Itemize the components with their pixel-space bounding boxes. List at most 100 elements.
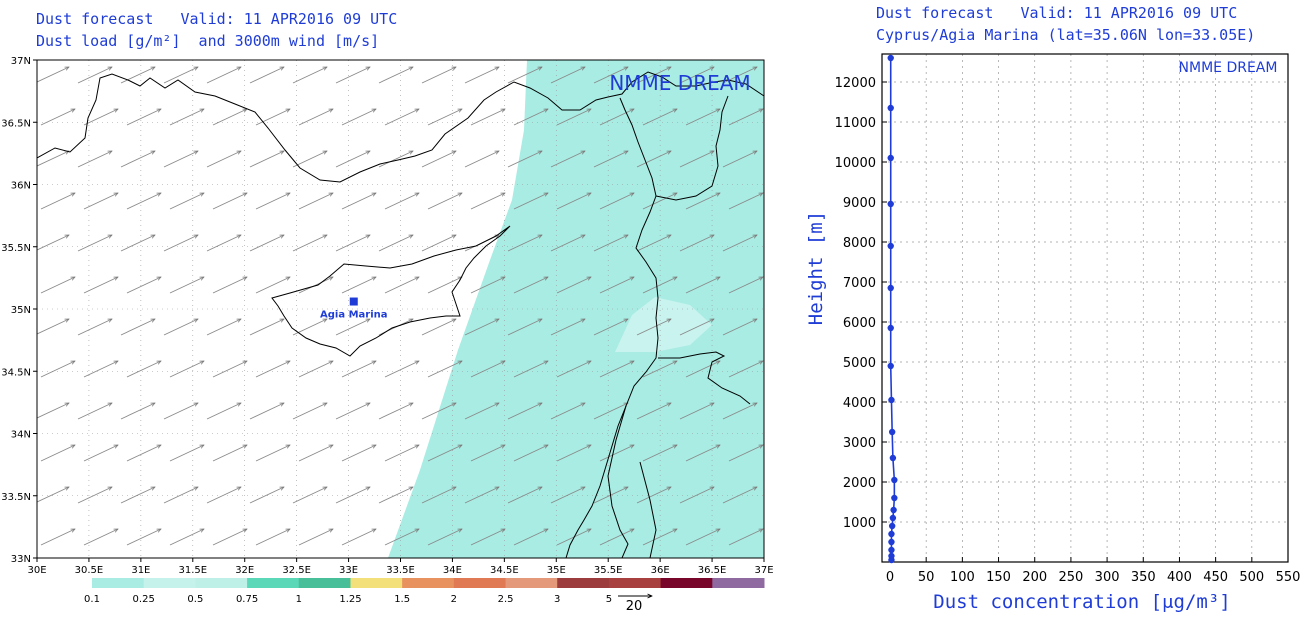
wind-arrow (83, 108, 118, 126)
wind-arrow (421, 402, 456, 420)
wind-arrow (341, 444, 376, 462)
map-title-line2: Dust load [g/m²] and 3000m wind [m/s] (36, 32, 380, 50)
wind-arrow (593, 234, 628, 252)
wind-arrow (427, 444, 462, 462)
wind-arrow (384, 360, 419, 378)
wind-arrow (427, 528, 462, 546)
wind-arrow (679, 234, 714, 252)
wind-arrow (556, 276, 591, 294)
profile-background (882, 54, 1288, 562)
wind-arrow (679, 402, 714, 420)
wind-arrow (341, 276, 376, 294)
wind-arrow (685, 360, 720, 378)
profile-point (887, 54, 894, 62)
wind-arrow (206, 486, 241, 504)
wind-arrow (427, 192, 462, 210)
profile-point (887, 200, 894, 208)
colorbar-segment (350, 578, 403, 588)
wind-arrow (77, 66, 112, 84)
profile-y-tick-label: 11000 (835, 116, 876, 131)
wind-arrow (212, 444, 247, 462)
wind-arrow (40, 192, 75, 210)
wind-arrow (556, 444, 591, 462)
profile-x-tick-label: 0 (886, 570, 894, 585)
wind-arrow (378, 234, 413, 252)
map-y-tick-label: 37N (11, 56, 31, 67)
wind-arrow (642, 192, 677, 210)
wind-arrow (126, 444, 161, 462)
wind-arrow (212, 360, 247, 378)
wind-arrow (556, 192, 591, 210)
wind-arrow (599, 108, 634, 126)
wind-arrow (163, 402, 198, 420)
wind-arrow (685, 444, 720, 462)
wind-arrow (40, 444, 75, 462)
wind-reference: 20 (618, 596, 652, 614)
wind-arrow (636, 66, 671, 84)
wind-arrow (249, 150, 284, 168)
wind-arrow (470, 276, 505, 294)
colorbar-segment (660, 578, 713, 588)
wind-arrow (550, 318, 585, 336)
profile-grid (882, 54, 1288, 562)
profile-point (891, 476, 898, 484)
profile-frame (881, 53, 1289, 563)
wind-arrow (341, 192, 376, 210)
dust-load-colorbar: 0.1 0.25 0.5 0.75 1 1.25 1.5 2 2.5 3 5 (84, 578, 765, 605)
wind-arrow (169, 444, 204, 462)
wind-arrow (507, 150, 542, 168)
wind-arrow (642, 108, 677, 126)
wind-arrow (679, 66, 714, 84)
profile-point (887, 362, 894, 370)
profile-x-axis-label: Dust concentration [μg/m³] (933, 591, 1230, 613)
profile-y-tick-label: 1000 (843, 516, 876, 531)
map-y-tick-label: 35.5N (1, 243, 31, 254)
wind-arrow (513, 444, 548, 462)
wind-arrow (722, 234, 757, 252)
colorbar-label: 1.25 (339, 594, 361, 605)
map-x-tick-label: 32.5E (282, 565, 311, 576)
profile-y-tick-label: 5000 (843, 356, 876, 371)
coastlines (37, 71, 764, 558)
colorbar-segment (247, 578, 300, 588)
wind-arrow (642, 444, 677, 462)
wind-arrow (37, 402, 69, 419)
profile-point (888, 530, 895, 538)
profile-x-tick-label: 250 (1058, 570, 1083, 585)
map-y-tick-label: 33N (11, 554, 31, 565)
map-x-tick-label: 35E (547, 565, 566, 576)
wind-arrow (599, 192, 634, 210)
wind-arrow (464, 486, 499, 504)
wind-arrow (126, 360, 161, 378)
wind-arrow (550, 486, 585, 504)
wind-arrow (40, 276, 75, 294)
colorbar-label: 2 (451, 594, 457, 605)
wind-arrow (37, 318, 69, 335)
colorbar-segment (557, 578, 610, 588)
wind-arrow (212, 108, 247, 126)
wind-arrow (636, 150, 671, 168)
wind-arrow (470, 192, 505, 210)
wind-arrow (163, 318, 198, 336)
wind-arrow (470, 444, 505, 462)
dust-profile-chart: 0 50 100 150 200 250 300 350 400 450 500 550 1000 200… (805, 53, 1300, 613)
profile-y-axis-label: Height [m] (805, 211, 827, 325)
wind-arrow (679, 150, 714, 168)
wind-arrow (679, 486, 714, 504)
colorbar-segment (298, 578, 351, 588)
dust-map: NMME DREAM Agia Marina 30E 30.5E 31E 31.5E 3… (1, 56, 773, 576)
wind-arrow (40, 360, 75, 378)
station-label: Agia Marina (320, 310, 387, 321)
colorbar-segment (712, 578, 765, 588)
profile-x-tick-label: 450 (1203, 570, 1228, 585)
wind-arrow (470, 528, 505, 546)
wind-arrow (120, 66, 155, 84)
map-y-tick-label: 36N (11, 181, 31, 192)
wind-arrow (728, 360, 763, 378)
wind-arrow (206, 318, 241, 336)
wind-arrow (120, 318, 155, 336)
wind-arrow (37, 66, 69, 83)
map-x-tick-label: 31.5E (178, 565, 207, 576)
wind-arrow (341, 108, 376, 126)
